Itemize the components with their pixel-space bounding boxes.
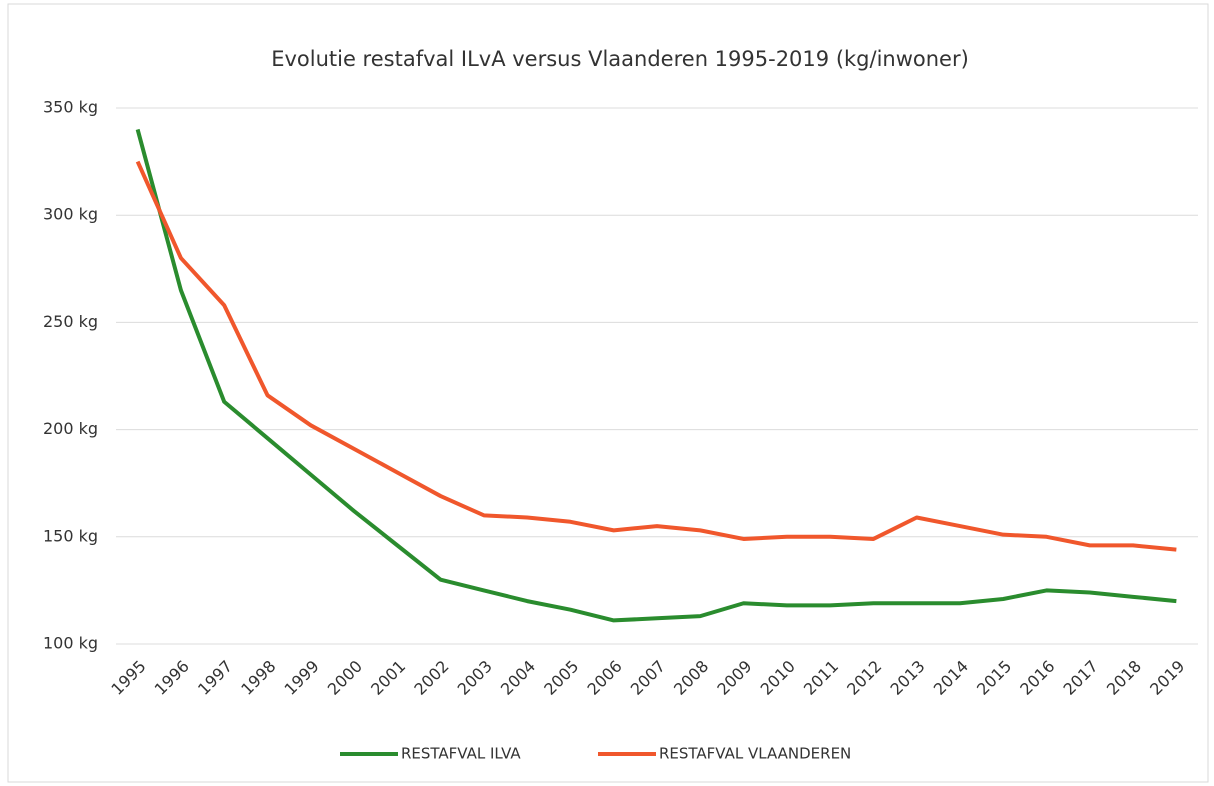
- series-line: [135, 160, 1177, 552]
- y-tick-label: 200 kg: [43, 419, 98, 438]
- series-line: [135, 128, 1177, 623]
- y-tick-label: 100 kg: [43, 634, 98, 653]
- y-tick-label: 300 kg: [43, 205, 98, 224]
- legend-label: RESTAFVAL ILVA: [401, 745, 521, 763]
- y-tick-label: 350 kg: [43, 98, 98, 117]
- legend-label: RESTAFVAL VLAANDEREN: [659, 745, 851, 763]
- y-tick-label: 150 kg: [43, 526, 98, 545]
- y-tick-label: 250 kg: [43, 312, 98, 331]
- chart-title: Evolutie restafval ILvA versus Vlaandere…: [271, 47, 969, 71]
- chart-frame: [7, 3, 1209, 783]
